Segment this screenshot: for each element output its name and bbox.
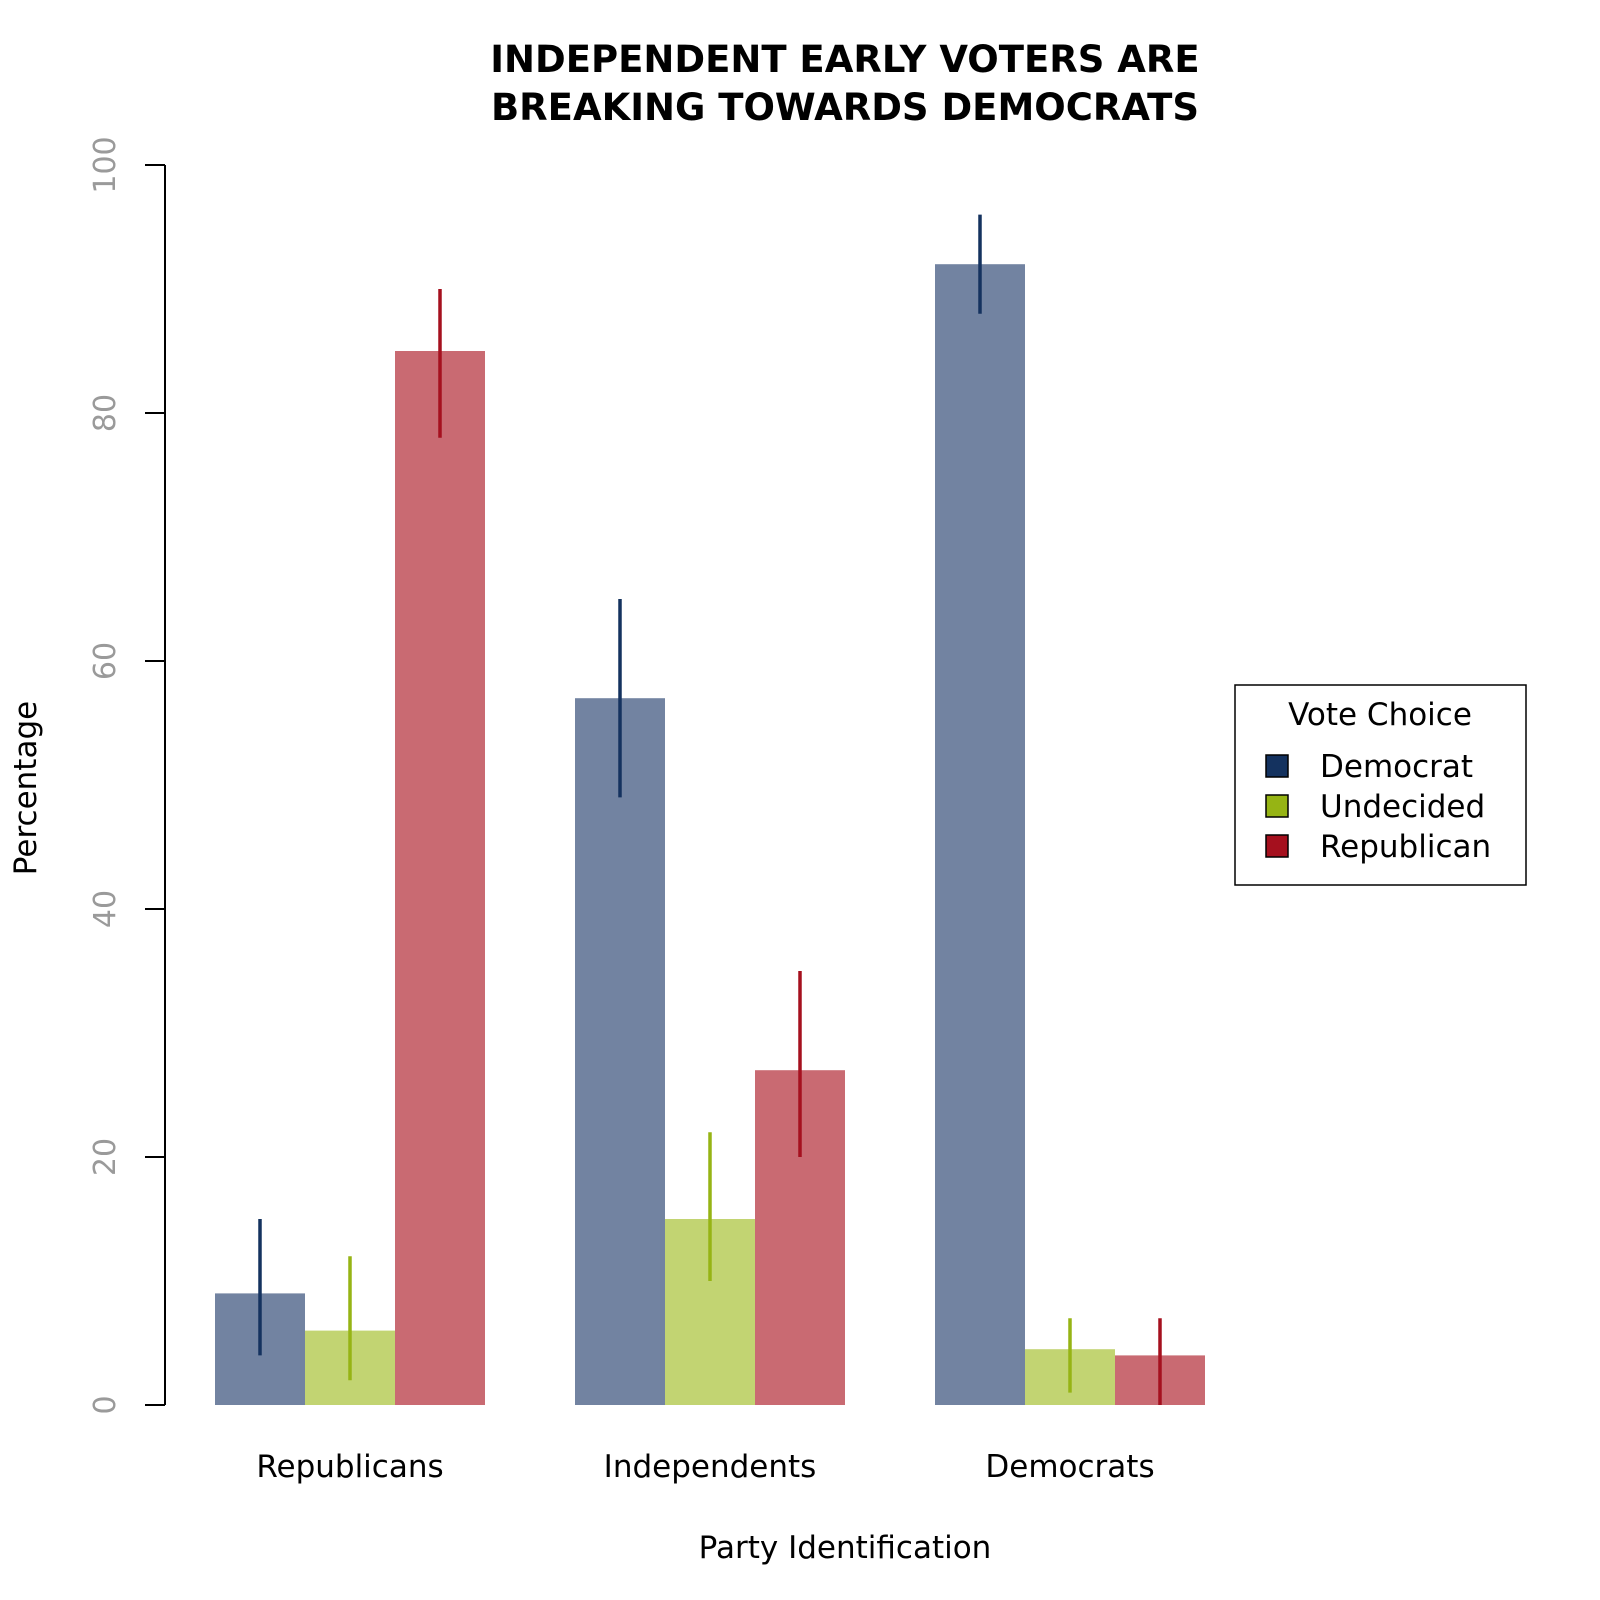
y-axis-title: Percentage (8, 701, 44, 875)
bar-democrat-independents (575, 698, 665, 1405)
y-tick-label: 100 (88, 136, 123, 193)
bar-democrat-democrats (935, 264, 1025, 1406)
legend-label-democrat: Democrat (1320, 749, 1473, 785)
legend-swatch-democrat (1265, 754, 1289, 778)
category-labels: Republicans Independents Democrats (256, 1449, 1154, 1485)
chart-title-line-2: BREAKING TOWARDS DEMOCRATS (491, 86, 1199, 129)
x-axis-title: Party Identification (699, 1530, 992, 1566)
x-category-label: Democrats (985, 1449, 1154, 1485)
y-tick-label: 60 (88, 642, 123, 680)
legend-title: Vote Choice (1288, 697, 1472, 733)
error-bars (258, 214, 1162, 1405)
y-tick-label: 0 (88, 1395, 123, 1414)
chart-title-line-1: INDEPENDENT EARLY VOTERS ARE (490, 38, 1199, 81)
bar-republican-republicans (395, 351, 485, 1405)
y-axis: 0 20 40 60 80 100 (88, 136, 166, 1415)
y-tick-label: 40 (88, 890, 123, 928)
legend-label-undecided: Undecided (1320, 789, 1485, 825)
x-category-label: Republicans (256, 1449, 443, 1485)
y-tick-label: 20 (88, 1138, 123, 1176)
x-category-label: Independents (604, 1449, 817, 1485)
legend-swatch-republican (1265, 834, 1289, 858)
legend-swatch-undecided (1265, 794, 1289, 818)
chart-title: INDEPENDENT EARLY VOTERS ARE BREAKING TO… (490, 38, 1199, 129)
y-tick-label: 80 (88, 394, 123, 432)
legend-label-republican: Republican (1320, 829, 1491, 865)
legend: Vote Choice Democrat Undecided Republican (1234, 684, 1527, 886)
